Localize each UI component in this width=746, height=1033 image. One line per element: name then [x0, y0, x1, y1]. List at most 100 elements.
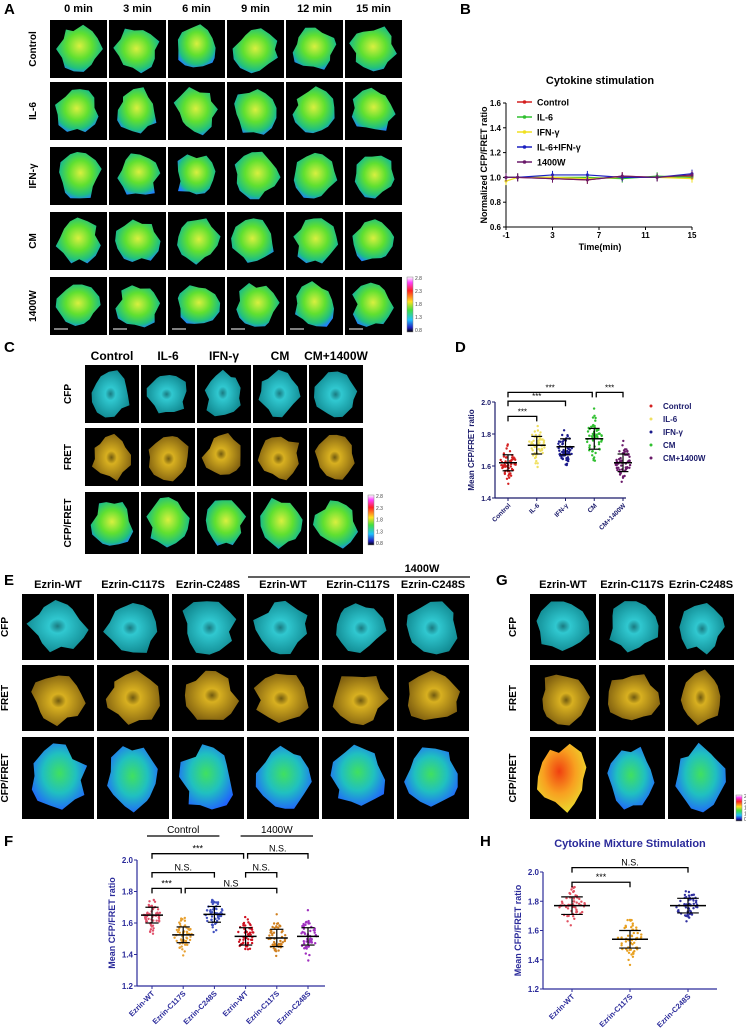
data-point [249, 923, 252, 927]
data-point [532, 454, 535, 457]
y-tick-label: 1.8 [481, 432, 491, 439]
data-point [628, 466, 631, 469]
data-point [683, 903, 686, 906]
x-tick-label: Ezrin-C248S [275, 989, 312, 1026]
data-point [591, 450, 594, 453]
panel-label: D [455, 339, 466, 356]
data-point [585, 173, 589, 177]
data-point [304, 921, 308, 924]
data-point [581, 910, 584, 914]
cell-shape [117, 87, 157, 134]
data-point [630, 953, 633, 956]
y-tick-label: 1.4 [122, 951, 134, 960]
data-point [156, 911, 159, 914]
colorbar-tick: 1.8 [415, 302, 422, 308]
cell-shape [332, 676, 389, 726]
data-point [304, 923, 307, 927]
legend-label: IFN-γ [537, 128, 560, 138]
cell-shape [607, 746, 655, 810]
significance-label: *** [161, 878, 172, 888]
data-point [179, 938, 183, 941]
data-point [507, 482, 510, 485]
legend-marker [649, 430, 653, 434]
data-point [209, 908, 212, 912]
data-point [570, 888, 573, 891]
data-point [586, 430, 590, 433]
colorbar-tick: 1.3 [415, 315, 422, 321]
cell-shape [115, 285, 161, 328]
cell-shape [260, 497, 303, 549]
significance-bracket [507, 391, 593, 398]
data-point [152, 919, 155, 922]
cell-shape [314, 434, 355, 480]
data-point [516, 175, 520, 179]
cell-shape [253, 673, 309, 723]
chart-h: H Cytokine Mixture Stimulation 1.2 1.4 1.6 1.… [480, 833, 717, 1029]
data-point [211, 902, 214, 906]
data-point [615, 458, 618, 462]
significance-bracket [571, 881, 631, 888]
data-point [205, 916, 209, 920]
data-point [238, 938, 242, 941]
colorbar-tick: 1.8 [744, 806, 746, 812]
column-header: Ezrin-C117S [600, 579, 664, 591]
y-axis-label: Mean CFP/FRET ratio [513, 884, 523, 976]
data-point [153, 900, 157, 903]
data-point [221, 909, 224, 912]
y-tick-label: 1.0 [490, 173, 502, 182]
cell-shape [349, 26, 397, 72]
data-point [591, 432, 594, 436]
data-point [509, 474, 513, 477]
data-point [566, 920, 569, 923]
x-tick-label: 7 [597, 231, 602, 240]
y-tick-label: 0.8 [490, 198, 502, 207]
data-point [215, 901, 218, 904]
column-header: Ezrin-C248S [669, 579, 733, 591]
data-point [616, 936, 620, 939]
legend-marker [649, 417, 653, 421]
significance-label: N.S. [269, 844, 287, 854]
data-point [618, 473, 622, 476]
y-tick-label: 2.0 [481, 400, 491, 407]
data-point [562, 448, 565, 452]
cell-shape [537, 743, 587, 813]
cell-shape [105, 670, 160, 725]
data-point [178, 931, 181, 934]
row-label: Control [28, 31, 39, 67]
panel-label: B [460, 1, 471, 18]
data-point [566, 435, 569, 438]
data-point [213, 900, 216, 904]
x-axis-label: Time(min) [579, 242, 622, 252]
data-point [685, 920, 688, 923]
data-point [185, 943, 188, 946]
data-point [572, 897, 576, 900]
data-point [275, 913, 278, 916]
chart-b: B Cytokine stimulation 0.6 0.8 1.0 1.2 1.4 1.6 -… [460, 1, 697, 252]
data-point [302, 940, 305, 943]
data-point [562, 429, 566, 432]
row-label: CFP/FRET [508, 754, 519, 803]
y-tick-label: 1.2 [528, 985, 540, 994]
colorbar-tick: 0.8 [376, 541, 383, 547]
data-point [684, 890, 687, 893]
data-point [507, 474, 510, 477]
data-point [205, 909, 209, 912]
data-point [530, 447, 533, 450]
data-point [621, 476, 625, 479]
data-point [189, 928, 192, 931]
data-point [655, 175, 659, 179]
row-label: 1400W [28, 290, 39, 322]
data-point [577, 902, 581, 905]
cell-shape [91, 370, 130, 418]
data-point [572, 915, 575, 918]
cell-shape [146, 375, 187, 414]
data-point [182, 954, 185, 957]
data-point [631, 943, 634, 946]
data-point [623, 474, 626, 478]
cell-shape [148, 436, 189, 482]
data-point [151, 929, 155, 932]
data-point [309, 937, 312, 940]
data-point [277, 949, 280, 952]
data-point [614, 463, 617, 467]
